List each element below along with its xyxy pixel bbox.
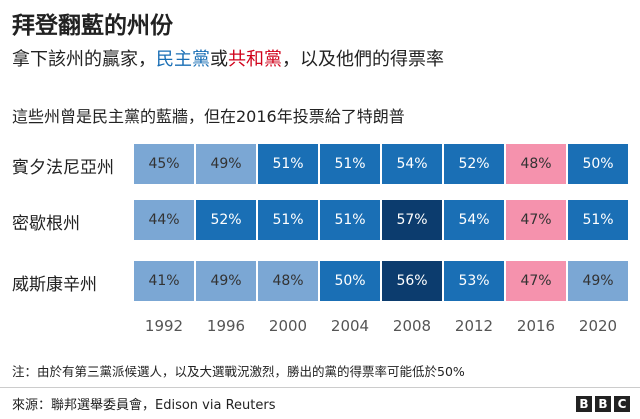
year-tick-label: 2000 [268, 317, 308, 335]
chart-subtitle: 拿下該州的贏家，民主黨或共和黨，以及他們的得票率 [12, 45, 444, 71]
heatmap-cell: 51% [258, 200, 318, 240]
subtitle-suffix: ，以及他們的得票率 [282, 49, 444, 70]
year-tick-label: 2020 [578, 317, 618, 335]
subtitle-middle: 或 [210, 49, 228, 70]
heatmap-cell: 44% [134, 200, 194, 240]
legend-democrat: 民主黨 [156, 49, 210, 70]
divider [0, 387, 640, 388]
heatmap-cell: 51% [320, 200, 380, 240]
year-tick-label: 1996 [206, 317, 246, 335]
heatmap-cell: 57% [382, 200, 442, 240]
chart-title: 拜登翻藍的州份 [12, 13, 173, 39]
year-tick-label: 2012 [454, 317, 494, 335]
heatmap-cell: 47% [506, 200, 566, 240]
state-label: 威斯康辛州 [12, 275, 97, 295]
year-tick-label: 2016 [516, 317, 556, 335]
heatmap-cell: 47% [506, 261, 566, 301]
chart-intro: 這些州曾是民主黨的藍牆，但在2016年投票給了特朗普 [12, 107, 405, 126]
year-tick-label: 1992 [144, 317, 184, 335]
heatmap-cell: 45% [134, 144, 194, 184]
bbc-logo: B B C [576, 396, 630, 412]
heatmap-cell: 51% [320, 144, 380, 184]
heatmap-cell: 49% [196, 261, 256, 301]
heatmap-cell: 41% [134, 261, 194, 301]
logo-letter-2: B [595, 396, 611, 412]
heatmap-cell: 50% [568, 144, 628, 184]
heatmap-cell: 52% [444, 144, 504, 184]
source-credit: 來源：聯邦選舉委員會，Edison via Reuters [12, 398, 276, 413]
logo-letter-3: C [614, 396, 630, 412]
year-tick-label: 2008 [392, 317, 432, 335]
heatmap-cell: 53% [444, 261, 504, 301]
state-label: 密歇根州 [12, 214, 80, 234]
heatmap-cell: 48% [258, 261, 318, 301]
heatmap-cell: 50% [320, 261, 380, 301]
heatmap-cell: 49% [196, 144, 256, 184]
heatmap-cell: 51% [258, 144, 318, 184]
subtitle-prefix: 拿下該州的贏家， [12, 49, 156, 70]
year-tick-label: 2004 [330, 317, 370, 335]
heatmap-cell: 51% [568, 200, 628, 240]
heatmap-cell: 49% [568, 261, 628, 301]
heatmap-cell: 56% [382, 261, 442, 301]
heatmap-cell: 54% [382, 144, 442, 184]
state-label: 賓夕法尼亞州 [12, 158, 114, 178]
legend-republican: 共和黨 [228, 49, 282, 70]
heatmap-cell: 54% [444, 200, 504, 240]
heatmap-cell: 52% [196, 200, 256, 240]
logo-letter-1: B [576, 396, 592, 412]
heatmap-cell: 48% [506, 144, 566, 184]
footnote: 注：由於有第三黨派候選人，以及大選戰況激烈，勝出的黨的得票率可能低於50% [12, 364, 465, 379]
